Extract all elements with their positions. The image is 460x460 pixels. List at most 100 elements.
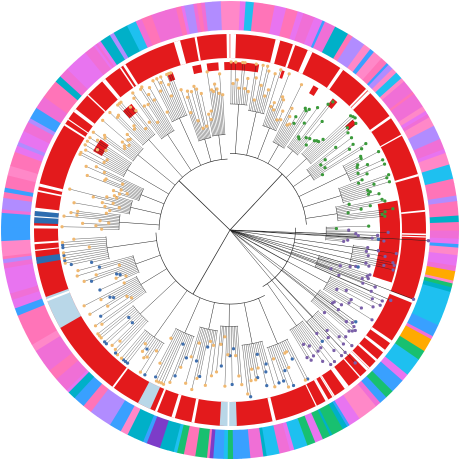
- tip-dot: [356, 171, 360, 175]
- outer-ring-segment: [176, 424, 190, 455]
- middle-ring-gap: [102, 78, 121, 100]
- leaf-branch: [157, 122, 167, 136]
- outer-ring-segment: [97, 40, 118, 67]
- leaf-branch: [353, 247, 397, 254]
- leaf-branch: [326, 225, 369, 228]
- branch-arc: [132, 305, 149, 323]
- leaf-branch: [210, 119, 215, 136]
- tip-dot: [159, 75, 163, 79]
- tip-dot: [377, 192, 381, 196]
- tip-dot: [240, 383, 244, 387]
- tip-dot: [283, 368, 287, 373]
- outer-ring-segment: [141, 14, 162, 46]
- tip-dot: [254, 76, 258, 80]
- leaf-branch: [252, 343, 259, 368]
- tip-dot: [63, 261, 67, 265]
- tip-dot: [383, 199, 387, 203]
- outer-ring-segment: [425, 183, 457, 201]
- leaf-branch: [155, 330, 180, 377]
- leaf-branch: [256, 66, 268, 113]
- branch: [287, 261, 328, 284]
- leaf-branch: [185, 327, 202, 384]
- leaf-branch: [336, 208, 362, 214]
- tip-dot: [280, 95, 285, 99]
- leaf-branch: [100, 220, 120, 223]
- tip-dot: [72, 237, 76, 241]
- tip-dot: [122, 144, 126, 148]
- branch: [294, 242, 353, 254]
- tip-dot: [235, 78, 239, 82]
- tip-dot: [108, 110, 112, 115]
- leaf-branch: [352, 252, 369, 256]
- leaf-branch: [316, 264, 363, 284]
- leaf-branch: [310, 132, 349, 164]
- middle-ring-alt-segment: [137, 381, 161, 410]
- leaf-branch: [213, 91, 219, 136]
- tip-dot: [264, 362, 268, 366]
- tip-dot: [304, 109, 308, 113]
- branch: [277, 150, 293, 171]
- leaf-branch: [347, 164, 368, 175]
- tip-dot: [321, 137, 325, 141]
- outer-ring-segment: [429, 242, 459, 249]
- tip-dot: [159, 381, 163, 385]
- tip-dot: [316, 349, 320, 353]
- tip-dot: [196, 119, 200, 123]
- leaf-branch: [241, 62, 246, 105]
- leaf-branch: [80, 152, 125, 176]
- leaf-branch: [211, 89, 218, 136]
- leaf-branch: [296, 138, 310, 154]
- tip-dot: [85, 139, 90, 143]
- tip-dot: [365, 274, 369, 278]
- outer-ring-segment: [3, 191, 33, 202]
- leaf-branch: [350, 261, 369, 267]
- outer-ring-segment: [368, 64, 393, 90]
- tip-dot: [95, 138, 100, 142]
- leaf-branch: [101, 308, 136, 339]
- tip-dot: [368, 204, 372, 208]
- outer-ring-segment: [134, 411, 155, 442]
- leaf-branch: [160, 82, 179, 119]
- leaf-branch: [341, 190, 368, 198]
- leaf-branch: [191, 327, 201, 357]
- tip-dot: [320, 119, 324, 124]
- tip-dot: [217, 91, 221, 95]
- outer-ring-segment: [77, 52, 104, 81]
- leaf-branch: [271, 346, 284, 382]
- leaf-branch: [248, 64, 257, 111]
- tip-dot: [98, 219, 102, 223]
- tip-dot: [346, 131, 350, 135]
- tip-dot: [118, 272, 122, 277]
- tip-dot: [334, 145, 338, 149]
- tip-dot: [273, 72, 277, 76]
- tip-dot: [329, 362, 333, 367]
- tip-dot: [61, 251, 66, 255]
- leaf-branch: [294, 137, 307, 153]
- leaf-branch: [261, 89, 269, 114]
- leaf-branch: [262, 69, 281, 126]
- tip-dot: [285, 123, 289, 127]
- leaf-branch: [261, 341, 275, 387]
- tip-dot: [146, 103, 150, 107]
- tip-dot: [249, 395, 253, 399]
- leaf-branch: [63, 215, 120, 221]
- leaf-branch: [191, 328, 207, 390]
- leaf-branch: [343, 156, 361, 167]
- tip-dot: [206, 345, 210, 349]
- leaf-branch: [208, 114, 213, 137]
- tip-dot: [360, 147, 364, 151]
- outer-ring-segment: [93, 44, 114, 70]
- leaf-branch: [313, 148, 362, 179]
- leaf-branch: [133, 98, 163, 138]
- leaf-branch: [224, 326, 226, 337]
- outer-ring-segment: [146, 416, 169, 449]
- outer-ring-segment: [28, 325, 57, 345]
- tip-dot: [329, 267, 333, 271]
- leaf-branch: [147, 339, 159, 358]
- leaf-branch: [268, 73, 290, 128]
- tip-dot: [116, 113, 121, 117]
- outer-ring-segment: [380, 356, 408, 382]
- tip-dot: [243, 61, 247, 65]
- leaf-branch: [326, 232, 356, 234]
- outer-ring-segment: [73, 58, 98, 85]
